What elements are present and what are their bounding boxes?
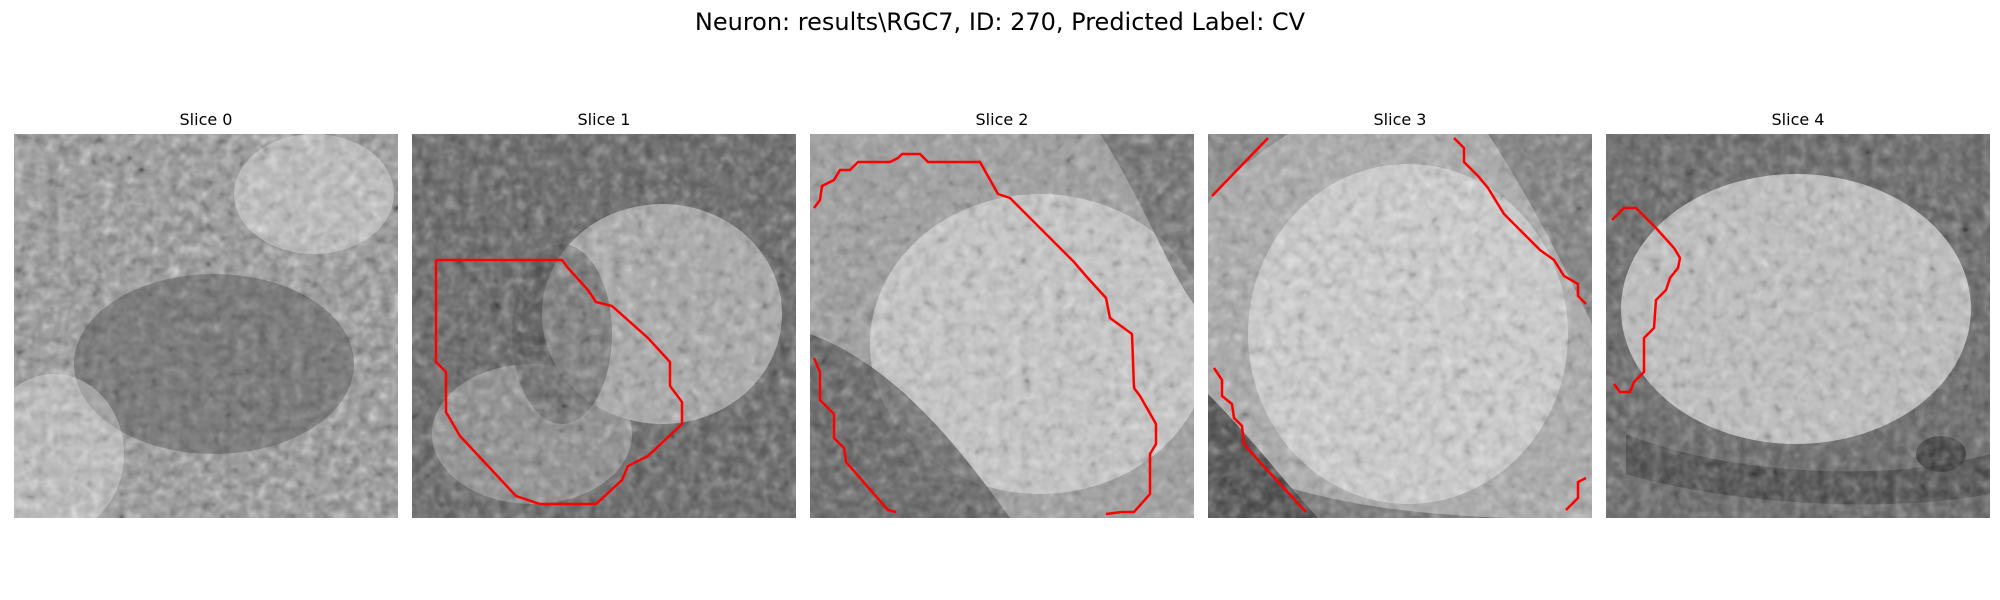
segmentation-contour — [1611, 206, 1682, 394]
noise-texture — [810, 134, 1194, 518]
noise-texture — [14, 134, 398, 518]
slice-4-image — [1606, 134, 1990, 518]
slice-1-image — [412, 134, 796, 518]
panel-title-slice-1: Slice 1 — [577, 110, 631, 129]
panel-title-slice-2: Slice 2 — [975, 110, 1029, 129]
noise-texture — [412, 134, 796, 518]
panel-title-slice-3: Slice 3 — [1373, 110, 1427, 129]
noise-texture — [1208, 134, 1592, 518]
segmentation-contour — [1453, 137, 1587, 305]
segmentation-contour — [812, 357, 897, 514]
segmentation-contour — [813, 152, 1158, 516]
segmentation-contour — [1211, 137, 1269, 197]
slice-3-image — [1208, 134, 1592, 518]
segmentation-contour — [434, 258, 684, 506]
panel-title-slice-0: Slice 0 — [179, 110, 233, 129]
segmentation-contour — [1565, 476, 1587, 511]
slice-0-image — [14, 134, 398, 518]
panel-title-slice-4: Slice 4 — [1771, 110, 1825, 129]
segmentation-contour — [1212, 367, 1307, 513]
figure-title: Neuron: results\RGC7, ID: 270, Predicted… — [694, 8, 1306, 36]
slice-2-image — [810, 134, 1194, 518]
noise-texture — [1606, 134, 1990, 518]
